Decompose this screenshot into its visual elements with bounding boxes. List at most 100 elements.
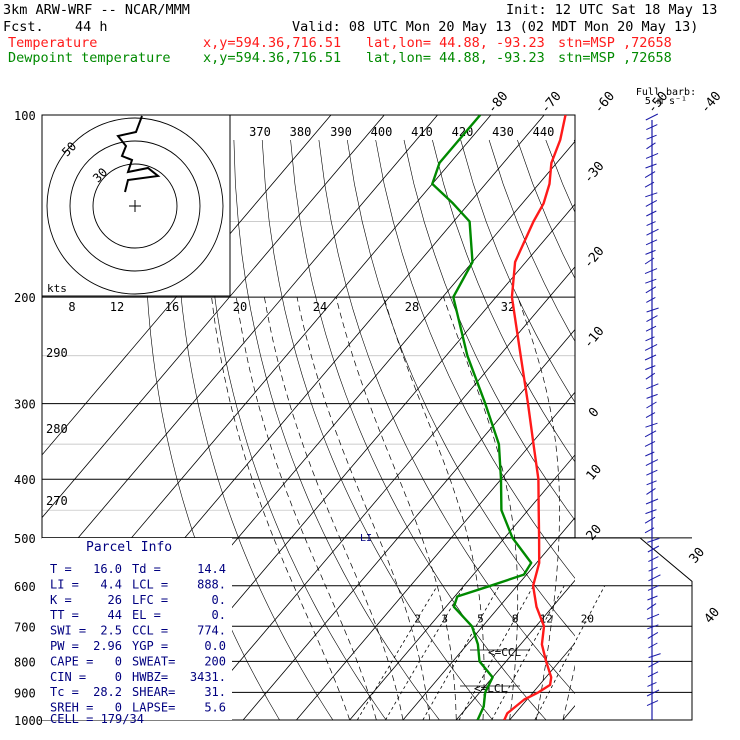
mixing-ratio-line (385, 585, 465, 721)
hodograph-scale-label: 16 (165, 300, 179, 314)
wind-barb (645, 249, 656, 255)
isotherm (402, 517, 575, 720)
moist-adiabat (335, 297, 457, 720)
parcel-value: 2.96 (93, 639, 122, 653)
barb-scale-label: Full barb: (636, 87, 696, 98)
hodograph-scale-label: 20 (233, 300, 247, 314)
model-title: 3km ARW-WRF -- NCAR/MMM (3, 2, 190, 18)
hodograph-units: kts (47, 282, 67, 295)
mixing-ratio-line (356, 585, 438, 721)
wind-barb (644, 343, 658, 351)
dry-adiabat (318, 139, 575, 694)
isotherm-label-right: 40 (702, 605, 724, 627)
parcel-value: 888. (197, 577, 226, 591)
dry-adiabat (205, 139, 387, 720)
hodograph-ring (92, 163, 178, 249)
wind-barb (646, 210, 657, 217)
wind-barb (648, 566, 658, 572)
parcel-key: SREH = (50, 701, 93, 715)
hodograph-trace (116, 115, 161, 193)
theta-e-label: 390 (330, 125, 352, 139)
wind-barb (647, 671, 659, 678)
dry-adiabat (261, 139, 494, 720)
wind-barbs: Full barb:5 m s⁻¹ (636, 87, 696, 720)
wind-barb (645, 365, 656, 371)
moist-adiabat (235, 297, 377, 720)
parcel-panel-bg (42, 538, 232, 720)
parcel-key: EL = (132, 608, 161, 622)
parcel-value: 0 (115, 701, 122, 715)
pressure-label-200: 200 (14, 291, 36, 305)
wind-barb (645, 278, 657, 284)
hodograph-scale-label: 8 (68, 300, 75, 314)
wind-barb (645, 509, 657, 515)
temperature-station: stn=MSP ,72658 (558, 35, 672, 51)
plot-frame (41, 114, 576, 539)
parcel-value: 0. (212, 593, 226, 607)
dry-adiabat (631, 140, 740, 733)
parcel-value: 4.4 (100, 577, 122, 591)
wind-barb (648, 660, 660, 668)
theta-e-label: 400 (371, 125, 393, 139)
forecast-label: Fcst. (3, 19, 44, 35)
isotherm-label-right: -10 (581, 324, 608, 352)
forecast-hour: 44 h (75, 19, 108, 35)
parcel-value: 44 (108, 608, 122, 622)
wind-barb (645, 192, 658, 198)
mixing-ratio-line (491, 585, 565, 721)
hodograph-scale-label: 24 (313, 300, 327, 314)
mixing-ratio-line (422, 585, 500, 721)
wind-barb (646, 487, 656, 495)
dry-adiabat (403, 139, 575, 521)
barb-scale-value: 5 m s⁻¹ (645, 96, 687, 107)
dry-adiabat-label: 270 (46, 494, 68, 508)
moist-adiabats (211, 296, 575, 720)
parcel-value: 200 (204, 654, 226, 668)
dry-adiabat (460, 139, 575, 403)
isotherm (42, 115, 332, 456)
isotherm-label-right: 30 (687, 545, 709, 567)
isotherm (296, 391, 575, 720)
isotherm-label-right: 10 (584, 462, 606, 484)
parcel-value: 0 (115, 654, 122, 668)
wind-barb (645, 113, 659, 121)
parcel-value: 26 (108, 593, 122, 607)
wind-barb (646, 296, 656, 303)
pressure-label-800: 800 (14, 655, 36, 669)
parcel-key: K = (50, 593, 72, 607)
parcel-value: 16.0 (93, 562, 122, 576)
wind-barb (644, 257, 655, 265)
moist-adiabat (383, 296, 485, 720)
pressure-label-900: 900 (14, 686, 36, 700)
isotherm-label-right: -20 (581, 244, 608, 272)
isotherm (670, 115, 740, 720)
parcel-value: 14.4 (197, 562, 226, 576)
pressure-label-600: 600 (14, 580, 36, 594)
hodograph-ring (46, 117, 224, 295)
mixing-ratio-lines (356, 585, 606, 721)
wind-barb (644, 354, 657, 361)
theta-e-label: 370 (249, 125, 271, 139)
isotherm (42, 115, 385, 519)
parcel-key: HWBZ= (132, 670, 168, 684)
isotherm-label-top: -70 (538, 89, 565, 117)
parcel-key: LCL = (132, 577, 168, 591)
parcel-key: SHEAR= (132, 685, 175, 699)
parcel-value: 0.0 (204, 639, 226, 653)
wind-barb (644, 516, 656, 524)
wind-barb (644, 440, 656, 447)
dry-adiabat (688, 140, 740, 733)
wind-barb (644, 268, 658, 275)
mixing-ratio-label: 20 (581, 613, 594, 626)
pressure-label-700: 700 (14, 620, 36, 634)
annotation-ccl: <=CCL (488, 646, 521, 659)
isotherm (616, 115, 740, 720)
init-time: Init: 12 UTC Sat 18 May 13 (506, 2, 718, 18)
dewpoint-line (431, 115, 533, 720)
mixing-ratio-line (458, 585, 534, 721)
parcel-cell: CELL = 179/34 (50, 712, 144, 726)
dry-adiabat (290, 139, 547, 720)
dry-adiabat (716, 140, 740, 733)
legend-dewpoint: Dewpoint temperature (8, 50, 171, 66)
